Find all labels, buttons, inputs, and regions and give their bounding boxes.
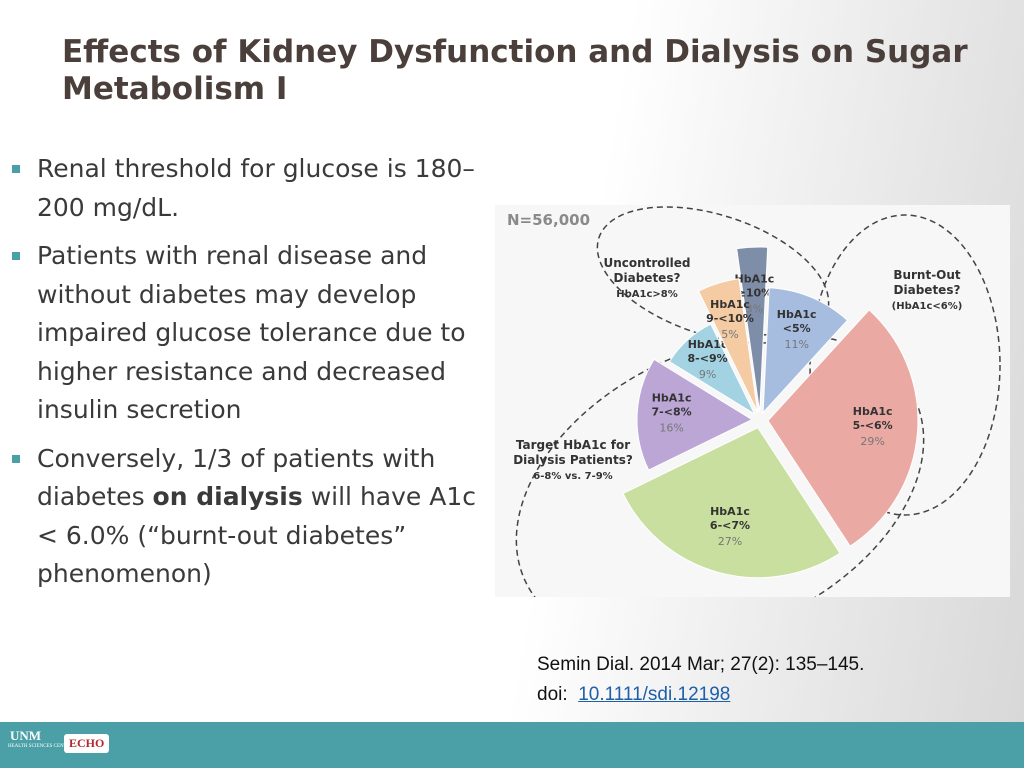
pie-slice (736, 246, 769, 413)
slice-label: HbA1c (853, 405, 893, 418)
group-outline (809, 214, 1001, 516)
bullet-text: Conversely, 1/3 of patients with diabete… (37, 443, 436, 512)
chart-subtitle: N=56,000 (507, 211, 590, 229)
group-annotation: Diabetes? (894, 283, 961, 297)
slice-label: HbA1c (710, 298, 750, 311)
citation-line: Semin Dial. 2014 Mar; 27(2): 135–145. (537, 654, 865, 675)
doi-prefix: doi: (537, 684, 568, 705)
bullet-list: Renal threshold for glucose is 180–200 m… (12, 150, 482, 604)
slice-label: 5-<6% (853, 419, 893, 432)
slice-label: HbA1c (710, 505, 750, 518)
bullet: Renal threshold for glucose is 180–200 m… (12, 150, 482, 227)
value-label: 16% (659, 422, 683, 435)
bullet-text: Renal threshold for glucose is 180–200 m… (37, 154, 475, 222)
value-label: 3% (746, 303, 763, 316)
slice-label: 8-<9% (688, 352, 728, 365)
slice-label: 6-<7% (710, 519, 750, 532)
slice-label: ≥10% (737, 287, 773, 300)
value-label: 11% (784, 338, 808, 351)
slice-label: HbA1c (777, 308, 817, 321)
slide-title: Effects of Kidney Dysfunction and Dialys… (62, 34, 968, 107)
bullet: Conversely, 1/3 of patients with diabete… (12, 440, 482, 594)
slice-label: HbA1c (652, 392, 692, 405)
logo-text: UNM (10, 728, 42, 743)
bullet: Patients with renal disease and without … (12, 237, 482, 430)
slice-label: HbA1c (688, 338, 728, 351)
value-label: 5% (721, 328, 738, 341)
logo-text: HEALTH SCIENCES CENTER (8, 744, 74, 749)
slice-label: 9-<10% (706, 312, 754, 325)
footer-bar: UNM HEALTH SCIENCES CENTER ECHO (0, 722, 1024, 768)
group-annotation: Dialysis Patients? (513, 453, 633, 467)
pie-slice (636, 358, 754, 471)
group-annotation: Target HbA1c for (516, 438, 630, 452)
bullet-text: on dialysis (152, 482, 303, 511)
slice-label: <5% (783, 322, 811, 335)
group-annotation: Diabetes? (614, 271, 681, 285)
pie-slice (762, 287, 849, 414)
group-annotation: Uncontrolled (603, 256, 690, 270)
value-label: 27% (718, 535, 742, 548)
logo-text: ECHO (64, 734, 110, 753)
bullet-text: Patients with renal disease and without … (37, 241, 466, 424)
doi-link[interactable]: 10.1111/sdi.12198 (578, 684, 731, 705)
pie-slice (668, 323, 756, 416)
slice-label: 7-<8% (652, 406, 692, 419)
bullet-text: will have A1c < 6.0% (“burnt-out diabete… (37, 482, 476, 588)
slice-label: HbA1c (735, 273, 775, 286)
citation: Semin Dial. 2014 Mar; 27(2): 135–145. do… (537, 650, 864, 710)
group-annotation: 6-8% vs. 7-9% (533, 471, 612, 482)
citation-line: doi: 10.1111/sdi.12198 (537, 680, 864, 710)
value-label: 9% (699, 368, 716, 381)
group-annotation: Burnt-Out (893, 268, 961, 282)
chart: N=56,000 HbA1c≥10%3% HbA1c<5%11%HbA1c5-<6… (495, 205, 1010, 597)
pie-slice (767, 309, 919, 547)
group-annotation: HbA1c>8% (616, 289, 678, 300)
value-label: 29% (860, 435, 884, 448)
pie-slice (697, 278, 759, 413)
group-annotation: (HbA1c<6%) (892, 301, 963, 312)
pie-slice (622, 427, 841, 579)
